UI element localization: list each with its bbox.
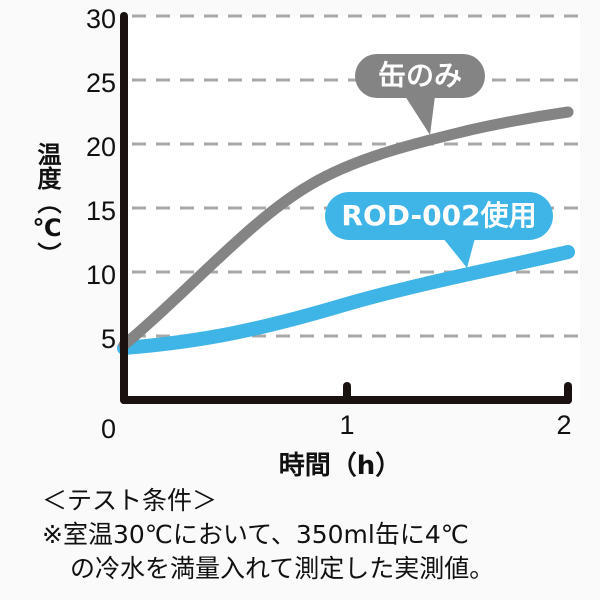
y-axis-label: 温度（℃） (33, 142, 61, 266)
y-tick-5: 5 (100, 324, 116, 354)
y-tick-10: 10 (85, 260, 116, 290)
axes (120, 12, 572, 404)
callout-can-only: 缶のみ (355, 54, 485, 98)
test-conditions-line-2: の冷水を満量入れて測定した実測値。 (70, 554, 495, 583)
y-tick-30: 30 (85, 4, 116, 34)
test-conditions-heading: ＜テスト条件＞ (42, 486, 218, 515)
series-line-can-only (118, 106, 574, 351)
y-tick-15: 15 (85, 196, 116, 226)
x-axis-label: 時間（h） (278, 451, 402, 481)
callout-pointer-rod (443, 238, 475, 268)
callout-pointer-can-only (405, 96, 435, 135)
test-conditions: ＜テスト条件＞ ※室温30℃において、350ml缶に4℃ の冷水を満量入れて測定… (42, 484, 494, 586)
callout-rod-002: ROD-002使用 (325, 192, 553, 240)
x-tick-1: 1 (339, 410, 355, 440)
test-conditions-line-1: ※室温30℃において、350ml缶に4℃ (42, 520, 469, 549)
series-line-rod-002 (117, 245, 575, 355)
y-tick-0: 0 (100, 414, 116, 444)
y-tick-20: 20 (85, 132, 116, 162)
y-tick-25: 25 (85, 68, 116, 98)
x-tick-2: 2 (556, 410, 572, 440)
grid-lines (132, 14, 580, 338)
